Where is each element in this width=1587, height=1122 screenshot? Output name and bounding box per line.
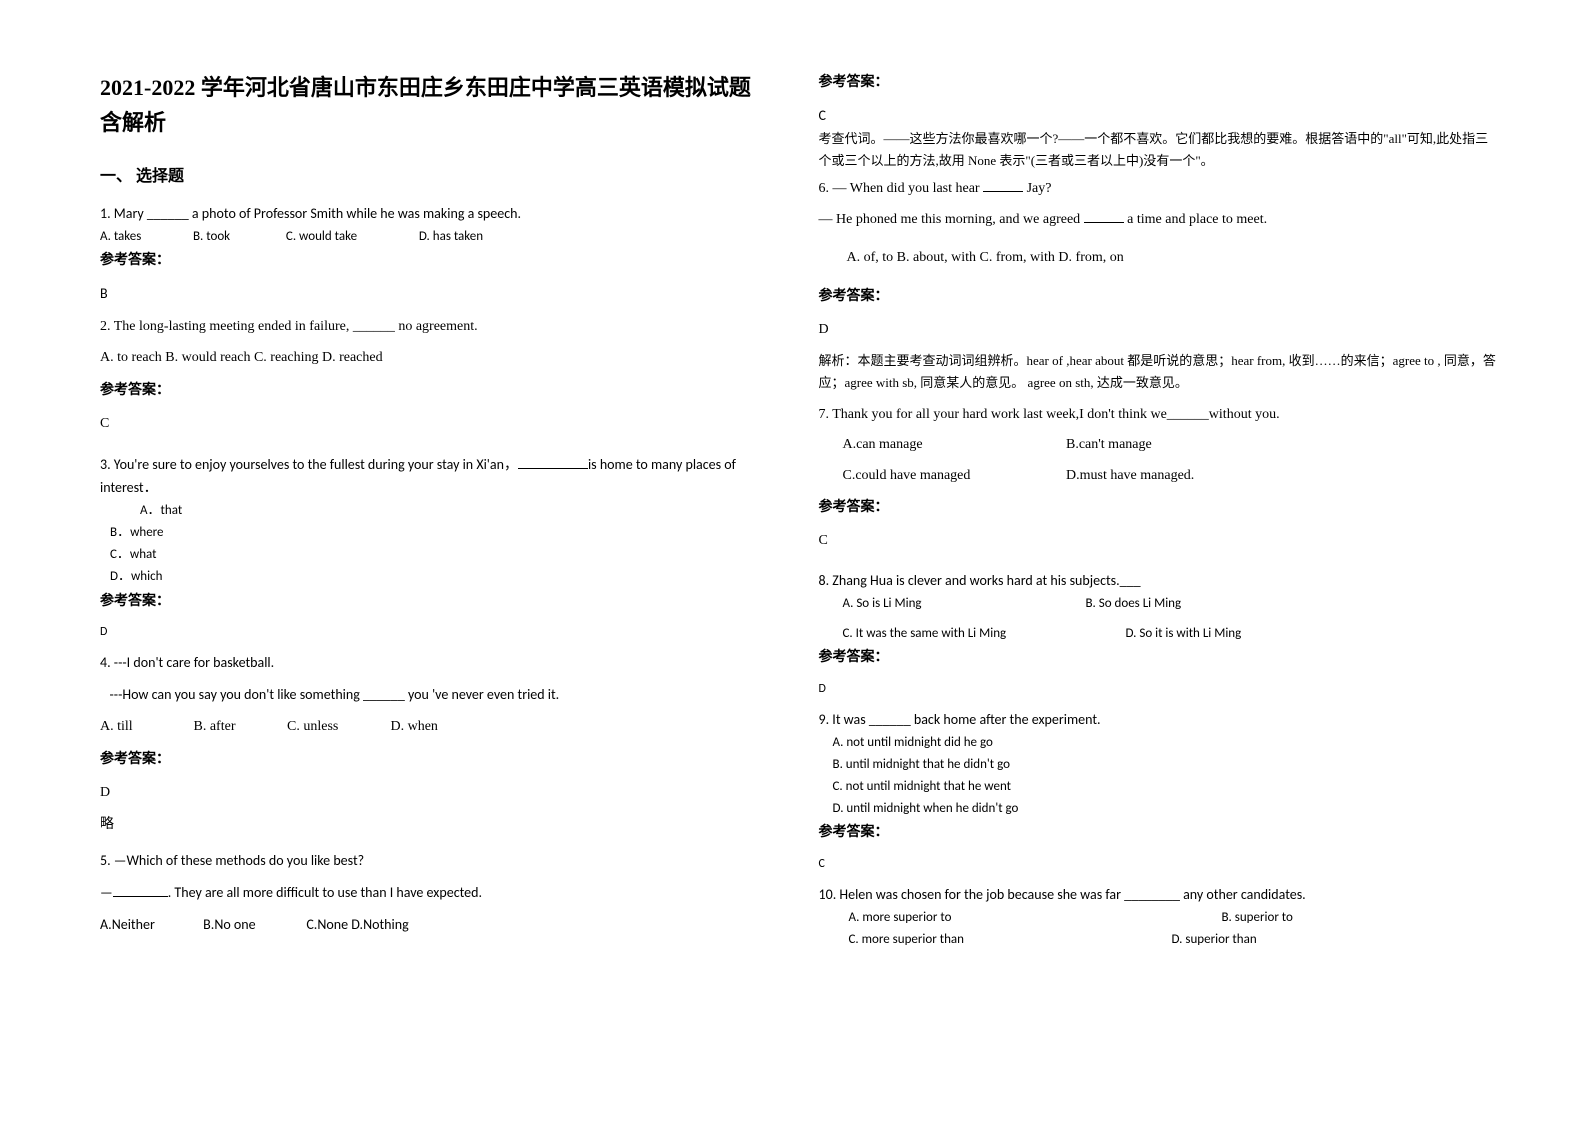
q8-answer: D <box>819 679 1498 701</box>
q6-line1-b: Jay? <box>1023 181 1051 196</box>
q3-answer: D <box>100 622 759 644</box>
q6-answer: D <box>819 317 1498 342</box>
q10-options-row2: C. more superior than D. superior than <box>819 929 1498 951</box>
q6-answer-label: 参考答案： <box>819 284 1498 309</box>
question-9: 9. It was ______ back home after the exp… <box>819 708 1498 875</box>
q8-opt-b: B. So does Li Ming <box>1085 593 1181 615</box>
q7-options-row2: C.could have managed D.must have managed… <box>819 465 1498 487</box>
q4-line2: ---How can you say you don't like someth… <box>100 683 759 707</box>
q10-stem: 10. Helen was chosen for the job because… <box>819 883 1498 907</box>
q7-opt-d: D.must have managed. <box>1066 468 1194 483</box>
q1-answer-label: 参考答案： <box>100 248 759 273</box>
q1-opt-b: B. took <box>193 226 283 248</box>
q3-opt-c: C．what <box>100 544 759 566</box>
q7-answer: C <box>819 528 1498 553</box>
q1-options: A. takes B. took C. would take D. has ta… <box>100 226 759 248</box>
q2-options: A. to reach B. would reach C. reaching D… <box>100 346 759 370</box>
question-7: 7. Thank you for all your hard work last… <box>819 403 1498 554</box>
q5-opt-a: A.Neither <box>100 913 200 937</box>
q1-opt-c: C. would take <box>286 226 416 248</box>
q4-opt-b: B. after <box>194 715 284 739</box>
question-10: 10. Helen was chosen for the job because… <box>819 883 1498 951</box>
q10-options-row1: A. more superior to B. superior to <box>819 907 1498 929</box>
q7-opt-b: B.can't manage <box>1066 437 1152 452</box>
q7-opt-a: A.can manage <box>843 434 1063 456</box>
question-1: 1. Mary ______ a photo of Professor Smit… <box>100 202 759 306</box>
q8-opt-a: A. So is Li Ming <box>843 593 1083 615</box>
q5-line2-post: . They are all more difficult to use tha… <box>168 884 482 901</box>
q4-line1: 4. ---I don't care for basketball. <box>100 651 759 675</box>
q10-opt-c: C. more superior than <box>849 929 1169 951</box>
q7-stem: 7. Thank you for all your hard work last… <box>819 403 1498 427</box>
q6-line2: — He phoned me this morning, and we agre… <box>819 208 1498 232</box>
q5-answer: C <box>819 103 1498 128</box>
q4-opt-a: A. till <box>100 715 190 739</box>
question-8: 8. Zhang Hua is clever and works hard at… <box>819 569 1498 700</box>
q1-answer: B <box>100 281 759 306</box>
q2-stem: 2. The long-lasting meeting ended in fai… <box>100 315 759 339</box>
q9-opt-b: B. until midnight that he didn't go <box>819 754 1498 776</box>
q10-opt-b: B. superior to <box>1221 907 1292 929</box>
q3-answer-label: 参考答案： <box>100 589 759 614</box>
q4-options: A. till B. after C. unless D. when <box>100 715 759 739</box>
q8-opt-d: D. So it is with Li Ming <box>1125 623 1241 645</box>
q6-line2-b: a time and place to meet. <box>1124 212 1267 227</box>
q9-answer-label: 参考答案： <box>819 820 1498 845</box>
q5-answer-label: 参考答案： <box>819 70 1498 95</box>
q9-stem: 9. It was ______ back home after the exp… <box>819 708 1498 732</box>
q8-opt-c: C. It was the same with Li Ming <box>843 623 1123 645</box>
page: 2021-2022 学年河北省唐山市东田庄乡东田庄中学高三英语模拟试题含解析 一… <box>0 0 1587 1122</box>
q5-line2: — . They are all more difficult to use th… <box>100 881 759 905</box>
question-5: 5. —Which of these methods do you like b… <box>100 849 759 936</box>
question-3: 3. You're sure to enjoy yourselves to th… <box>100 453 759 644</box>
q4-answer: D <box>100 780 759 805</box>
q1-opt-d: D. has taken <box>419 226 483 248</box>
section-heading-1: 一、 选择题 <box>100 162 759 186</box>
q7-answer-label: 参考答案： <box>819 495 1498 520</box>
q3-stem-a: 3. You're sure to enjoy yourselves to th… <box>100 456 518 473</box>
q6-line2-a: — He phoned me this morning, and we agre… <box>819 212 1084 227</box>
q1-opt-a: A. takes <box>100 226 190 248</box>
q8-stem: 8. Zhang Hua is clever and works hard at… <box>819 569 1498 593</box>
q3-opt-d: D．which <box>100 566 759 588</box>
q7-options-row1: A.can manage B.can't manage <box>819 434 1498 456</box>
q9-opt-d: D. until midnight when he didn't go <box>819 798 1498 820</box>
q6-line1-a: 6. — When did you last hear <box>819 181 984 196</box>
right-column: 参考答案： C 考查代词。——这些方法你最喜欢哪一个?——一个都不喜欢。它们都比… <box>799 70 1498 1082</box>
question-2: 2. The long-lasting meeting ended in fai… <box>100 315 759 437</box>
q9-answer: C <box>819 854 1498 876</box>
q2-answer-label: 参考答案： <box>100 378 759 403</box>
q4-opt-c: C. unless <box>287 715 387 739</box>
q5-opt-cd: C.None D.Nothing <box>306 916 408 933</box>
q5-options: A.Neither B.No one C.None D.Nothing <box>100 913 759 937</box>
q5-explanation: 考查代词。——这些方法你最喜欢哪一个?——一个都不喜欢。它们都比我想的要难。根据… <box>819 128 1498 172</box>
q10-opt-d: D. superior than <box>1171 929 1256 951</box>
q5-line1: 5. —Which of these methods do you like b… <box>100 849 759 873</box>
q4-answer-label: 参考答案： <box>100 747 759 772</box>
q5-opt-b: B.No one <box>203 913 303 937</box>
q2-answer: C <box>100 411 759 436</box>
q3-stem: 3. You're sure to enjoy yourselves to th… <box>100 453 759 501</box>
q1-stem: 1. Mary ______ a photo of Professor Smit… <box>100 202 759 226</box>
question-4: 4. ---I don't care for basketball. ---Ho… <box>100 651 759 833</box>
q7-opt-c: C.could have managed <box>843 465 1063 487</box>
q8-options-row2: C. It was the same with Li Ming D. So it… <box>819 623 1498 645</box>
q9-opt-c: C. not until midnight that he went <box>819 776 1498 798</box>
q6-line1: 6. — When did you last hear Jay? <box>819 177 1498 201</box>
q3-opt-b: B．where <box>100 522 759 544</box>
question-6: 6. — When did you last hear Jay? — He ph… <box>819 177 1498 395</box>
q4-explanation: 略 <box>100 813 759 833</box>
document-title: 2021-2022 学年河北省唐山市东田庄乡东田庄中学高三英语模拟试题含解析 <box>100 70 759 140</box>
q8-options-row1: A. So is Li Ming B. So does Li Ming <box>819 593 1498 615</box>
q3-opt-a: A．that <box>100 500 759 522</box>
q9-opt-a: A. not until midnight did he go <box>819 732 1498 754</box>
left-column: 2021-2022 学年河北省唐山市东田庄乡东田庄中学高三英语模拟试题含解析 一… <box>100 70 799 1082</box>
q6-options: A. of, to B. about, with C. from, with D… <box>819 246 1498 270</box>
q6-explanation: 解析：本题主要考查动词词组辨析。hear of ,hear about 都是听说… <box>819 350 1498 394</box>
q10-opt-a: A. more superior to <box>849 907 1219 929</box>
q4-opt-d: D. when <box>391 719 438 734</box>
q8-answer-label: 参考答案： <box>819 645 1498 670</box>
q5-line2-pre: — <box>100 884 113 901</box>
